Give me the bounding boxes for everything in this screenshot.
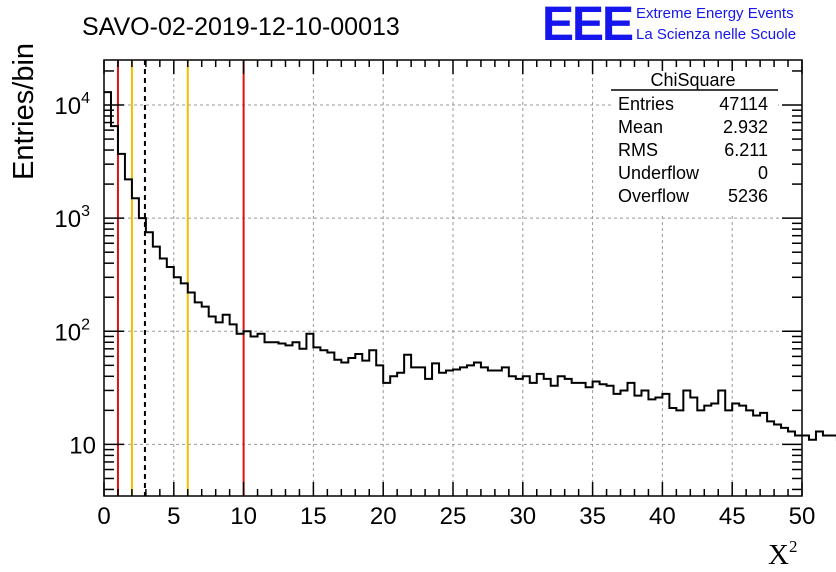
stats-row-label: Mean (618, 117, 663, 137)
stats-row-label: RMS (618, 140, 658, 160)
y-tick-label-exponent: 2 (81, 316, 90, 333)
y-tick-label: 103 (54, 203, 90, 233)
x-axis-label: X2 (768, 537, 797, 571)
y-tick-label: 10 (69, 432, 96, 459)
x-tick-label: 5 (167, 503, 180, 530)
y-tick-label: 104 (54, 90, 90, 120)
stats-row-label: Entries (618, 94, 674, 114)
stats-row-value: 6.211 (724, 140, 768, 160)
stats-box: ChiSquare Entries 47114 Mean 2.932 RMS 6.211 U… (611, 70, 778, 213)
stats-row-value: 0 (758, 163, 768, 183)
histogram-series (104, 91, 836, 441)
x-tick-label: 50 (789, 503, 816, 530)
chart-title: SAVO-02-2019-12-10-00013 (82, 13, 400, 41)
stats-rows: Entries 47114 Mean 2.932 RMS 6.211 Underflow 0 O… (618, 94, 768, 206)
stats-row-label: Overflow (618, 186, 690, 206)
x-tick-label: 25 (440, 503, 467, 530)
x-axis-label-base: X (768, 539, 789, 571)
x-tick-label: 35 (579, 503, 606, 530)
x-tick-label: 45 (719, 503, 746, 530)
stats-title: ChiSquare (650, 70, 735, 90)
stats-row-value: 5236 (728, 186, 768, 206)
y-tick-label: 102 (54, 316, 90, 346)
axes (103, 59, 803, 497)
x-axis-label-sup: 2 (789, 537, 798, 556)
x-tick-label: 10 (230, 503, 257, 530)
x-tick-label: 20 (370, 503, 397, 530)
eee-logo: EEE (542, 0, 633, 51)
x-tick-label: 0 (97, 503, 110, 530)
y-tick-label-exponent: 4 (81, 90, 90, 107)
y-tick-label-exponent: 3 (81, 203, 90, 220)
y-axis-label: Entries/bin (8, 43, 40, 180)
logo-subtitle-1: Extreme Energy Events (636, 5, 794, 22)
x-tick-label: 40 (649, 503, 676, 530)
x-tick-label: 15 (300, 503, 327, 530)
stats-row-value: 47114 (719, 94, 768, 114)
x-tick-label: 30 (509, 503, 536, 530)
stats-row-value: 2.932 (723, 117, 768, 137)
stats-row-label: Underflow (618, 163, 700, 183)
logo-subtitle-2: La Scienza nelle Scuole (636, 26, 796, 43)
stats-box-body (611, 88, 778, 213)
